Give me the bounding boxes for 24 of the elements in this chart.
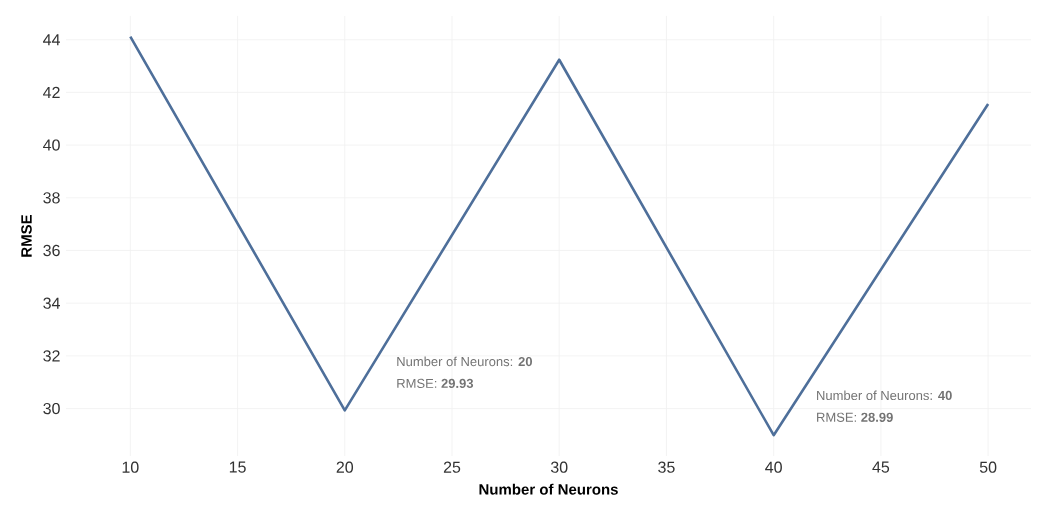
- x-tick-label: 40: [765, 461, 782, 473]
- x-tick-label: 20: [336, 461, 354, 473]
- y-tick-label: 36: [43, 244, 60, 257]
- y-tick-label: 44: [43, 34, 60, 46]
- y-tick-label: 32: [43, 350, 60, 362]
- x-tick-label: 15: [229, 461, 246, 473]
- annotation: RMSE: 28.99: [817, 412, 893, 422]
- y-axis-title: RMSE: [21, 214, 32, 257]
- x-tick-label: 50: [979, 461, 997, 473]
- y-tick-label: 34: [43, 297, 60, 309]
- x-tick-label: 35: [658, 461, 675, 473]
- y-tick-label: 30: [43, 402, 60, 415]
- x-tick-label: 30: [550, 461, 568, 473]
- x-tick-label: 25: [443, 461, 461, 473]
- y-tick-label: 42: [43, 86, 60, 98]
- annotation: Number of Neurons: 40: [817, 390, 952, 401]
- annotation: RMSE: 29.93: [397, 378, 474, 389]
- y-tick-label: 38: [43, 192, 60, 204]
- x-axis-title: Number of Neurons: [479, 483, 618, 495]
- x-tick-label: 10: [122, 461, 139, 473]
- line-series: [129, 35, 990, 437]
- x-tick-label: 45: [872, 461, 890, 473]
- annotation: Number of Neurons: 20: [397, 356, 533, 367]
- y-tick-label: 40: [43, 139, 60, 151]
